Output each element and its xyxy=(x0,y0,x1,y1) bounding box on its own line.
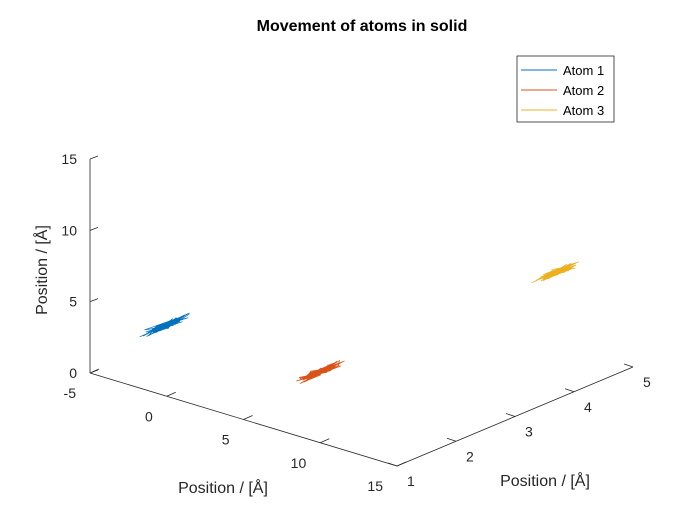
x-tick-mark xyxy=(243,415,253,420)
z-tick-mark xyxy=(89,226,99,231)
z-tick-label: 0 xyxy=(69,365,77,381)
series-line-atom-1 xyxy=(139,312,190,338)
z-tick-mark xyxy=(89,369,99,374)
x-tick-mark xyxy=(166,391,176,397)
legend-label-atom-1: Atom 1 xyxy=(563,63,604,78)
x-tick-label: 10 xyxy=(291,455,307,471)
legend-label-atom-2: Atom 2 xyxy=(563,83,604,98)
chart-title: Movement of atoms in solid xyxy=(257,18,468,35)
y-tick-mark xyxy=(623,363,634,368)
y-tick-label: 5 xyxy=(643,374,651,390)
axes-3d xyxy=(89,159,634,467)
z-tick-label: 15 xyxy=(61,151,77,167)
legend: Atom 1 Atom 2 Atom 3 xyxy=(516,55,615,123)
z-tick-label: 5 xyxy=(69,294,77,310)
y-tick-mark xyxy=(387,462,398,467)
x-tick-label: 5 xyxy=(222,432,230,448)
series-group xyxy=(139,261,579,384)
x-tick-label: -5 xyxy=(64,385,77,401)
series-line-atom-2 xyxy=(296,359,345,384)
tick-labels: -5 0 5 10 15 1 2 3 4 5 0 5 10 15 xyxy=(61,151,651,494)
y-tick-label: 4 xyxy=(584,399,592,415)
y-tick-mark xyxy=(446,437,457,442)
x-tick-label: 0 xyxy=(145,408,153,424)
y-tick-mark xyxy=(505,413,516,417)
z-axis-label: Position / [Å] xyxy=(32,225,51,315)
y-tick-mark xyxy=(564,388,575,393)
z-tick-label: 10 xyxy=(61,222,77,238)
legend-box xyxy=(516,55,615,123)
y-tick-label: 2 xyxy=(466,448,474,464)
x-tick-label: 15 xyxy=(367,478,383,494)
y-tick-label: 3 xyxy=(525,424,533,440)
x-tick-mark xyxy=(396,461,407,467)
x-axis-label: Position / [Å] xyxy=(178,478,268,497)
y-tick-label: 1 xyxy=(407,473,415,489)
z-tick-mark xyxy=(89,155,99,160)
x-tick-mark xyxy=(320,438,330,444)
series-line-atom-3 xyxy=(531,261,579,284)
tick-marks xyxy=(89,155,634,467)
z-tick-mark xyxy=(89,298,99,303)
legend-label-atom-3: Atom 3 xyxy=(563,103,604,118)
y-axis-label: Position / [Å] xyxy=(500,471,590,490)
